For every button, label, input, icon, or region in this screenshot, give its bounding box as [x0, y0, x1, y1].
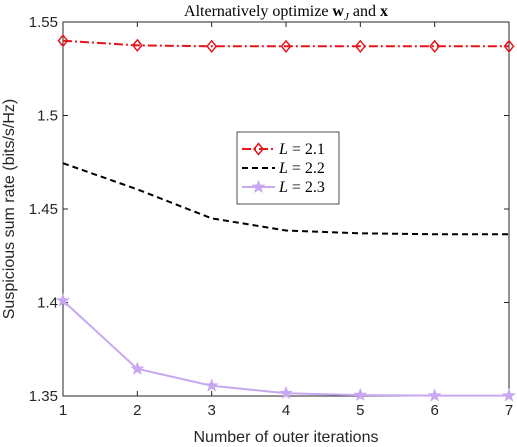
legend-label: L = 2.3	[278, 179, 325, 196]
data-point-star	[427, 388, 442, 402]
y-axis-label: Suspicious sum rate (bits/s/Hz)	[1, 99, 18, 320]
legend-item: L = 2.3	[242, 179, 325, 196]
data-point-star	[353, 387, 368, 402]
data-point-diamond	[57, 34, 69, 48]
y-tick-label: 1.45	[29, 201, 58, 218]
y-tick-label: 1.5	[37, 108, 58, 125]
y-tick-label: 1.55	[29, 14, 58, 31]
data-point-star	[278, 385, 294, 400]
data-point-diamond	[131, 38, 143, 53]
x-tick-label: 2	[133, 402, 141, 419]
chart-title: Alternatively optimize wJ and x	[184, 3, 388, 23]
legend: L = 2.1 L = 2.2 L = 2.3	[236, 131, 340, 205]
series-line	[62, 39, 509, 48]
x-tick-label: 1	[59, 402, 67, 419]
x-tick-label: 4	[282, 402, 290, 419]
legend-label: L = 2.1	[278, 141, 325, 158]
series-layer	[55, 34, 517, 402]
data-point-star	[55, 293, 71, 307]
y-tick-label: 1.35	[29, 388, 58, 405]
x-tick-label: 6	[430, 402, 438, 419]
x-tick-label: 5	[356, 402, 364, 419]
data-point-star	[130, 361, 145, 375]
data-point-diamond	[503, 39, 515, 53]
series-l-2-3	[55, 293, 517, 402]
data-point-diamond	[206, 39, 218, 53]
x-tick-label: 7	[505, 402, 513, 419]
data-point-star	[251, 179, 266, 193]
x-tick-label: 3	[207, 402, 215, 419]
data-point-star	[204, 378, 219, 392]
data-point-diamond	[253, 142, 264, 156]
series-l-2-1	[57, 34, 515, 53]
data-point-diamond	[280, 39, 292, 53]
y-axis-ticks: 1.35 1.4 1.45 1.5 1.55	[29, 14, 509, 405]
legend-item: L = 2.2	[242, 160, 325, 177]
series-line	[62, 162, 509, 236]
data-point-diamond	[354, 39, 366, 53]
plot-area	[62, 21, 510, 397]
data-point-diamond	[429, 39, 441, 53]
x-axis-label: Number of outer iterations	[194, 429, 379, 446]
series-l-2-2	[62, 162, 509, 236]
data-point-star	[501, 388, 517, 402]
legend-item: L = 2.1	[242, 141, 325, 158]
legend-label: L = 2.2	[278, 160, 325, 177]
y-tick-label: 1.4	[37, 295, 58, 312]
